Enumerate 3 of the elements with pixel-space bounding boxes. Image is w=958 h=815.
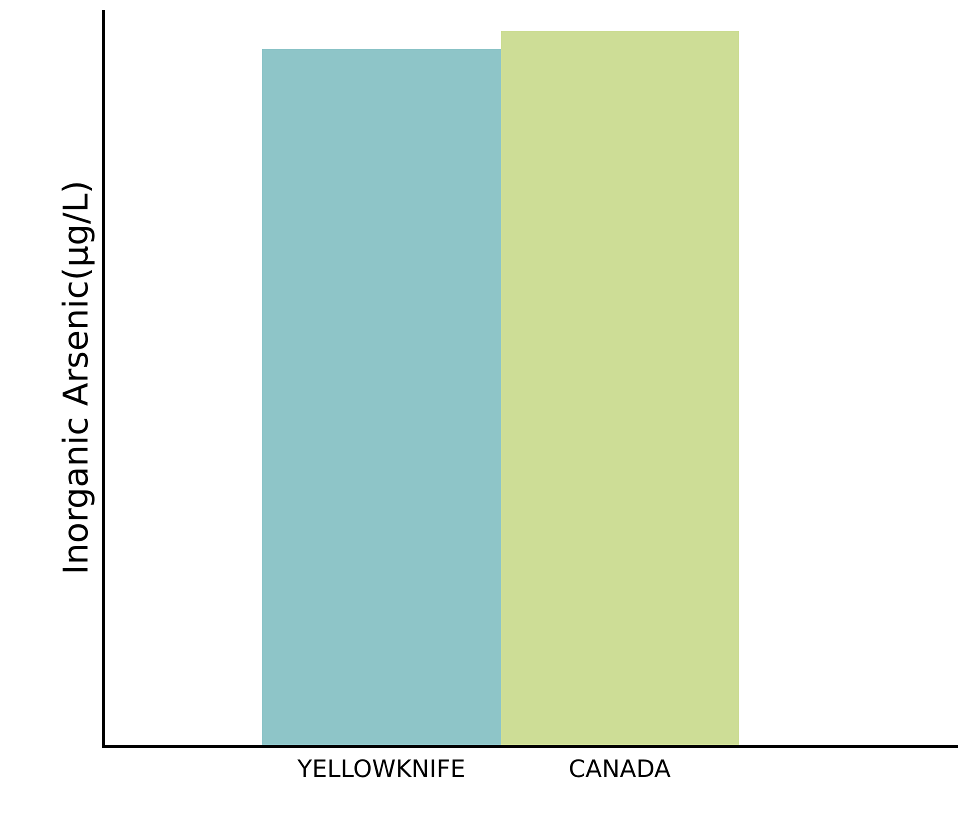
x-tick-label: CANADA (568, 754, 672, 783)
y-axis-title: Inorganic Arsenic(µg/L) (56, 180, 97, 575)
x-tick-label: YELLOWKNIFE (296, 754, 466, 783)
